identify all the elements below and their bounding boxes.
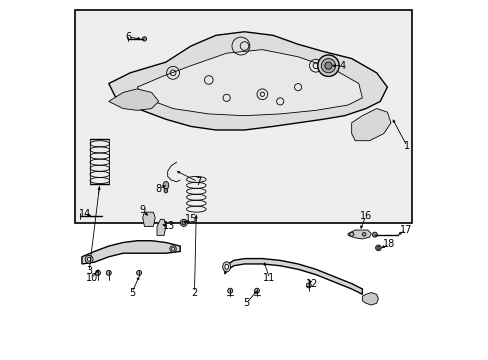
Ellipse shape <box>254 288 259 293</box>
Text: 16: 16 <box>359 211 371 221</box>
Ellipse shape <box>362 233 365 236</box>
Ellipse shape <box>349 232 353 237</box>
Ellipse shape <box>321 59 335 73</box>
Text: 17: 17 <box>399 225 411 235</box>
Ellipse shape <box>163 181 168 189</box>
Ellipse shape <box>222 262 230 272</box>
Ellipse shape <box>87 257 91 261</box>
Ellipse shape <box>227 288 232 293</box>
Text: 5: 5 <box>128 288 135 297</box>
Polygon shape <box>362 293 378 305</box>
Text: 4: 4 <box>339 61 345 71</box>
Ellipse shape <box>136 270 142 275</box>
Ellipse shape <box>164 189 167 193</box>
Ellipse shape <box>375 245 381 251</box>
Ellipse shape <box>180 219 187 226</box>
Text: 2: 2 <box>191 288 197 297</box>
Text: 6: 6 <box>125 32 131 42</box>
Ellipse shape <box>372 232 377 237</box>
Ellipse shape <box>169 246 176 252</box>
Polygon shape <box>347 230 370 239</box>
Polygon shape <box>82 241 180 264</box>
Ellipse shape <box>142 37 146 41</box>
Ellipse shape <box>182 221 185 225</box>
Ellipse shape <box>106 270 111 275</box>
Text: 12: 12 <box>305 279 318 289</box>
Text: 11: 11 <box>263 273 275 283</box>
Polygon shape <box>137 50 362 116</box>
Text: 7: 7 <box>195 177 201 187</box>
Ellipse shape <box>95 270 101 275</box>
Polygon shape <box>142 212 155 226</box>
Ellipse shape <box>305 283 311 288</box>
Text: 9: 9 <box>140 205 145 215</box>
Ellipse shape <box>376 247 379 249</box>
Text: 3: 3 <box>86 266 92 276</box>
Ellipse shape <box>224 264 228 269</box>
Text: 15: 15 <box>184 214 197 224</box>
Text: 14: 14 <box>79 209 91 219</box>
Text: 13: 13 <box>163 221 175 231</box>
Bar <box>75 10 411 223</box>
Text: 10: 10 <box>85 273 98 283</box>
Text: 1: 1 <box>403 141 409 151</box>
Ellipse shape <box>324 62 331 69</box>
Polygon shape <box>157 219 165 235</box>
Polygon shape <box>224 258 362 294</box>
Text: 5: 5 <box>243 298 249 308</box>
Ellipse shape <box>85 255 93 263</box>
Ellipse shape <box>317 55 339 76</box>
Ellipse shape <box>171 248 174 250</box>
Polygon shape <box>108 32 386 130</box>
Text: 8: 8 <box>155 184 162 194</box>
Text: 18: 18 <box>382 239 394 249</box>
Polygon shape <box>108 89 159 111</box>
Polygon shape <box>351 109 390 141</box>
